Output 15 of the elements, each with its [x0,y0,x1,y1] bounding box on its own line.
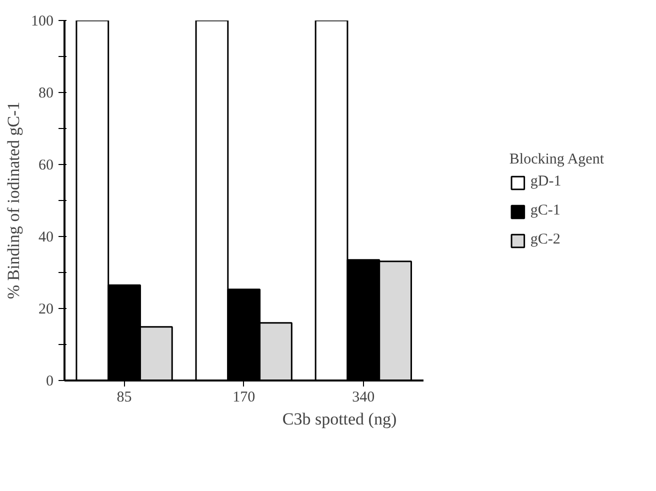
legend-label: gC-2 [530,232,560,248]
y-tick-label: 20 [38,302,54,318]
y-tick-label: 100 [31,14,54,30]
x-tick-label: 340 [352,390,375,406]
y-tick-label: 0 [46,374,54,390]
y-tick-label: 40 [38,230,54,246]
y-axis-title: % Binding of iodinated gC-1 [4,102,23,300]
x-axis-title: C3b spotted (ng) [282,410,397,428]
x-tick-label: 170 [232,390,256,406]
legend-title: Blocking Agent [509,152,604,168]
x-tick-label: 85 [116,390,132,406]
y-tick-label: 80 [38,86,54,102]
legend-label: gD-1 [530,174,562,190]
y-tick-label: 60 [38,158,54,174]
legend-label: gC-1 [530,202,560,220]
